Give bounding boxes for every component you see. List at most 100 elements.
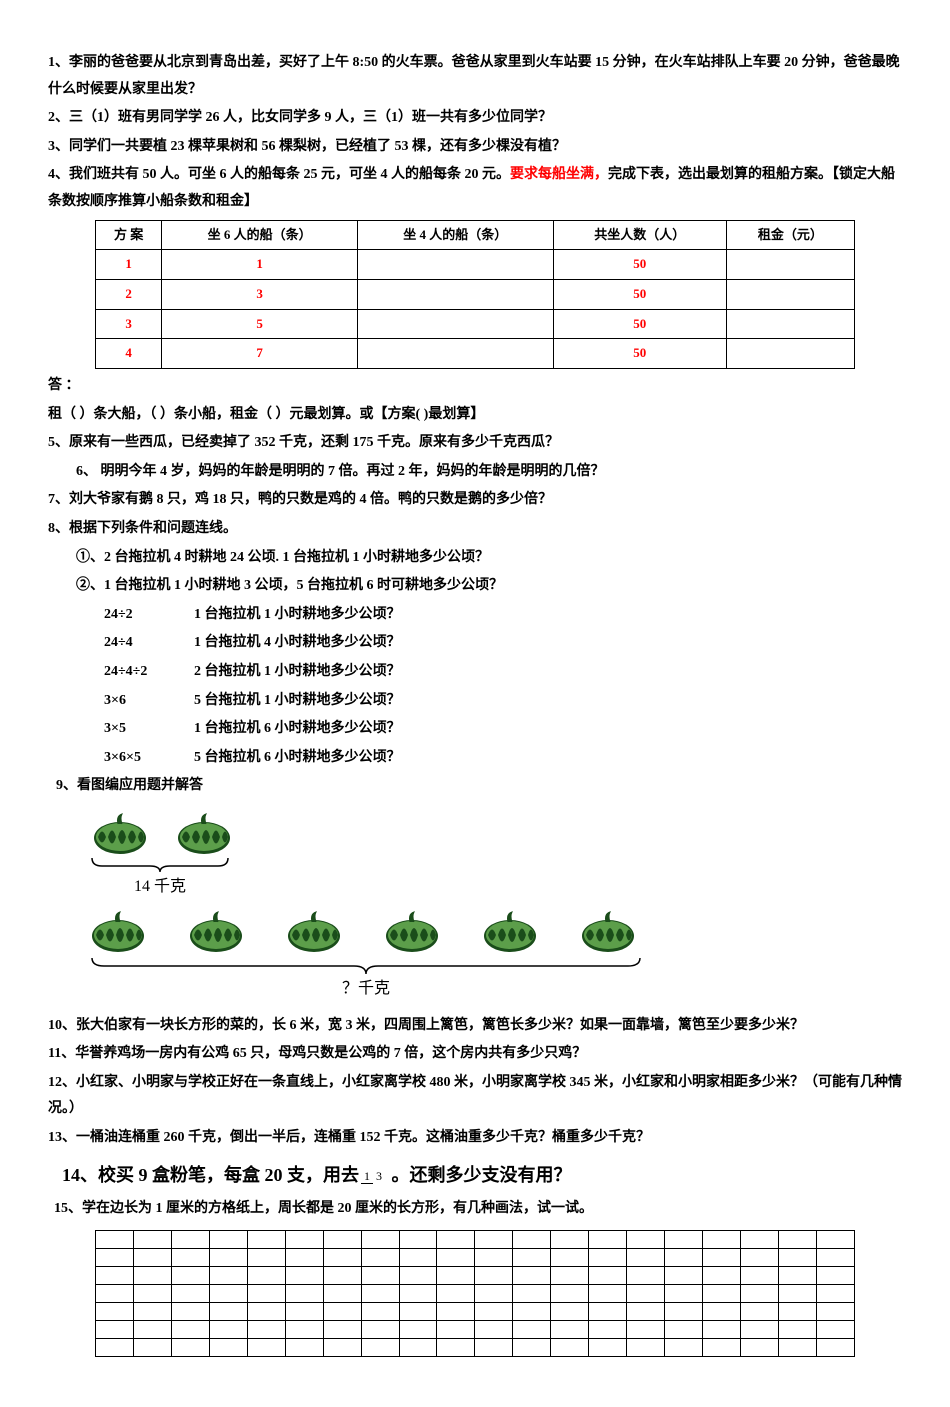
grid-cell (475, 1285, 513, 1303)
grid-cell (171, 1285, 209, 1303)
grid-cell (513, 1303, 551, 1321)
grid-cell (703, 1321, 741, 1339)
watermelon-icon (286, 908, 342, 952)
question-4: 4、我们班共有 50 人。可坐 6 人的船每条 25 元，可坐 4 人的船每条 … (48, 162, 902, 215)
grid-cell (816, 1339, 854, 1357)
grid-cell (589, 1321, 627, 1339)
grid-cell (551, 1339, 589, 1357)
grid-cell (627, 1285, 665, 1303)
grid-cell (513, 1285, 551, 1303)
grid-cell (437, 1339, 475, 1357)
grid-cell (171, 1321, 209, 1339)
grid-cell (96, 1285, 134, 1303)
table-row: 3 5 50 (96, 309, 855, 339)
grid-cell (551, 1231, 589, 1249)
th-plan: 方 案 (96, 220, 162, 250)
watermelon-icon (188, 908, 244, 952)
grid-cell (816, 1285, 854, 1303)
grid-cell (171, 1267, 209, 1285)
grid-cell (513, 1267, 551, 1285)
grid-cell (247, 1285, 285, 1303)
grid-cell (740, 1267, 778, 1285)
grid-cell (740, 1249, 778, 1267)
grid-cell (740, 1285, 778, 1303)
question-10: 10、张大伯家有一块长方形的菜的，长 6 米，宽 3 米，四周围上篱笆，篱笆长多… (48, 1013, 902, 1040)
grid-cell (437, 1321, 475, 1339)
grid-cell (171, 1339, 209, 1357)
grid-cell (247, 1267, 285, 1285)
calc-expr: 24÷2 (104, 602, 194, 629)
grid-cell (285, 1339, 323, 1357)
grid-cell (703, 1339, 741, 1357)
question-3: 3、同学们一共要植 23 棵苹果树和 56 棵梨树，已经植了 53 棵，还有多少… (48, 134, 902, 161)
fraction: 13 (361, 1170, 385, 1183)
grid-cell (361, 1249, 399, 1267)
cell (357, 339, 553, 369)
q14-prefix: 14、校买 9 盒粉笔，每盒 20 支，用去 (62, 1165, 359, 1185)
boat-plan-table: 方 案 坐 6 人的船（条） 坐 4 人的船（条） 共坐人数（人） 租金（元） … (95, 220, 855, 369)
watermelon-icon (580, 908, 636, 952)
grid-cell (703, 1231, 741, 1249)
cell: 50 (553, 339, 726, 369)
grid-cell (361, 1303, 399, 1321)
bracket-top: 14 千克 (90, 856, 230, 902)
grid-cell (133, 1339, 171, 1357)
question-8: 8、根据下列条件和问题连线。 (48, 516, 902, 543)
grid-cell (209, 1285, 247, 1303)
watermelon-icon (90, 908, 146, 952)
question-1: 1、李丽的爸爸要从北京到青岛出差，买好了上午 8:50 的火车票。爸爸从家里到火… (48, 50, 902, 103)
grid-cell (437, 1231, 475, 1249)
question-6: 6、 明明今年 4 岁，妈妈的年龄是明明的 7 倍。再过 2 年，妈妈的年龄是明… (48, 459, 902, 486)
cell (357, 250, 553, 280)
grid-cell (816, 1267, 854, 1285)
watermelon-icon (384, 908, 440, 952)
th-boat4: 坐 4 人的船（条） (357, 220, 553, 250)
grid-cell (778, 1303, 816, 1321)
grid-cell (171, 1303, 209, 1321)
grid-container (48, 1230, 902, 1357)
grid-cell (816, 1231, 854, 1249)
grid-cell (740, 1321, 778, 1339)
grid-cell (778, 1285, 816, 1303)
grid-cell (133, 1285, 171, 1303)
question-7: 7、刘大爷家有鹅 8 只，鸡 18 只，鸭的只数是鸡的 4 倍。鸭的只数是鹅的多… (48, 487, 902, 514)
grid-cell (247, 1231, 285, 1249)
watermelon-icon (176, 810, 232, 854)
q14-suffix: 。还剩多少支没有用？ (387, 1165, 572, 1185)
watermelon-icon (482, 908, 538, 952)
th-boat6: 坐 6 人的船（条） (162, 220, 358, 250)
calc-expr: 24÷4÷2 (104, 659, 194, 686)
table-header-row: 方 案 坐 6 人的船（条） 坐 4 人的船（条） 共坐人数（人） 租金（元） (96, 220, 855, 250)
cell (726, 250, 854, 280)
grid-cell (133, 1231, 171, 1249)
cell (726, 279, 854, 309)
grid-cell (437, 1267, 475, 1285)
watermelon-icon (92, 810, 148, 854)
grid-cell (589, 1285, 627, 1303)
grid-cell (96, 1249, 134, 1267)
cell (357, 279, 553, 309)
grid-cell (323, 1321, 361, 1339)
grid-cell (665, 1267, 703, 1285)
calc-expr: 24÷4 (104, 630, 194, 657)
grid-cell (399, 1285, 437, 1303)
grid-cell (627, 1303, 665, 1321)
grid-cell (361, 1285, 399, 1303)
grid-cell (475, 1267, 513, 1285)
grid-cell (778, 1249, 816, 1267)
grid-cell (627, 1321, 665, 1339)
calc-question: 1 台拖拉机 4 小时耕地多少公顷？ (194, 630, 401, 657)
grid-cell (323, 1231, 361, 1249)
question-12: 12、小红家、小明家与学校正好在一条直线上，小红家离学校 480 米，小明家离学… (48, 1070, 902, 1123)
answer-line: 租（ ）条大船，（ ）条小船，租金（ ）元最划算。或【方案( )最划算】 (48, 402, 902, 429)
grid-cell (96, 1339, 134, 1357)
calc-row: 3×6×55 台拖拉机 6 小时耕地多少公顷？ (48, 745, 902, 772)
grid-cell (171, 1231, 209, 1249)
calc-question: 2 台拖拉机 1 小时耕地多少公顷？ (194, 659, 401, 686)
grid-cell (475, 1339, 513, 1357)
grid-cell (475, 1231, 513, 1249)
grid-cell (323, 1303, 361, 1321)
grid-cell (665, 1285, 703, 1303)
question-11: 11、华誉养鸡场一房内有公鸡 65 只，母鸡只数是公鸡的 7 倍，这个房内共有多… (48, 1041, 902, 1068)
grid-cell (703, 1249, 741, 1267)
